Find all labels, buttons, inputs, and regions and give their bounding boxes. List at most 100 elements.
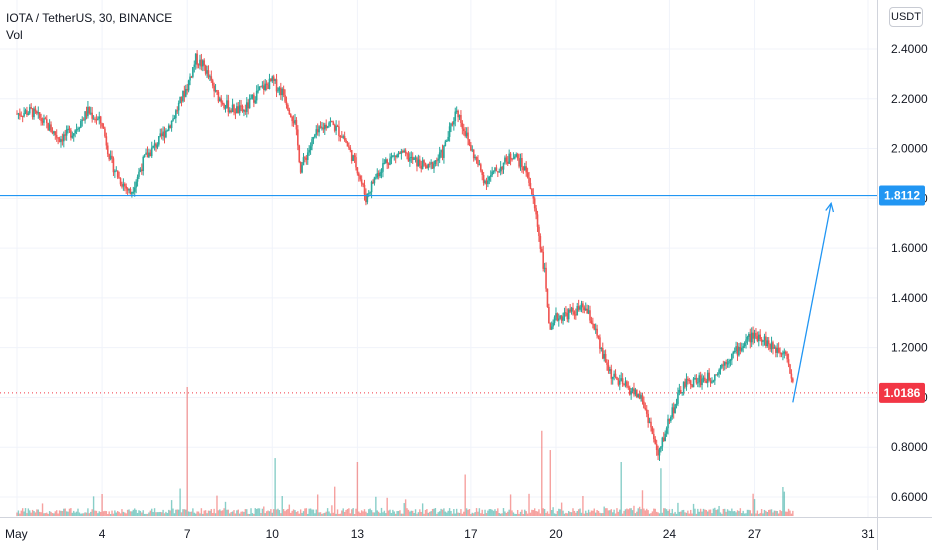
volume-bar (180, 512, 183, 516)
candle-body (485, 180, 488, 185)
volume-bar (65, 511, 68, 516)
candle-body (131, 191, 133, 195)
volume-bar (284, 511, 286, 516)
candle-body (498, 171, 501, 173)
drawing-overlays[interactable] (0, 194, 877, 403)
candle-body (166, 130, 169, 132)
volume-bar (129, 511, 132, 516)
volume-bar (453, 509, 455, 516)
volume-bar (786, 511, 788, 516)
volume-bar (30, 512, 32, 516)
candle-body (47, 122, 50, 131)
volume-bar (298, 513, 300, 516)
candle-body (211, 80, 214, 86)
candle-body (278, 87, 281, 91)
volume-bar (240, 511, 242, 516)
candle-body (609, 369, 611, 371)
candle-body (767, 340, 770, 345)
candle-body (167, 125, 170, 131)
candle-body (792, 378, 794, 382)
volume-bar (590, 510, 593, 516)
candle-body (667, 418, 669, 429)
volume-bar (532, 510, 534, 516)
candle-body (780, 352, 783, 355)
volume-bar (81, 513, 83, 516)
volume-bar (583, 513, 586, 516)
candle-body (332, 121, 335, 125)
candle-body (529, 182, 532, 189)
volume-bar (29, 510, 31, 516)
candle-body (362, 183, 364, 185)
forecast-arrow-line[interactable] (792, 203, 832, 403)
volume-bar (594, 512, 597, 516)
symbol-title[interactable]: IOTA / TetherUS, 30, BINANCE (6, 11, 173, 25)
candle-body (365, 194, 367, 203)
volume-bar (152, 512, 154, 516)
volume-bar (524, 509, 526, 516)
currency-unit-button[interactable]: USDT (889, 7, 923, 27)
candle-body (464, 131, 466, 137)
candle-body (270, 78, 272, 82)
candle-body (299, 162, 302, 173)
volume-bar (579, 508, 581, 516)
time-axis[interactable]: May 4 7 10 13 17 20 24 27 31 (0, 517, 932, 542)
candle-body (84, 111, 86, 121)
candle-body (699, 375, 702, 386)
candle-body (509, 153, 512, 160)
candle-body (739, 346, 742, 351)
volume-bar (675, 513, 678, 516)
volume-bar (122, 511, 125, 516)
volume-bar (212, 512, 214, 516)
volume-bar (162, 509, 164, 516)
candle-body (487, 180, 489, 185)
candle-body (416, 157, 418, 167)
volume-bar (308, 508, 310, 516)
volume-bar (765, 510, 767, 516)
candle-body (321, 127, 323, 129)
volume-bar (726, 509, 729, 516)
volume-indicator-label[interactable]: Vol (6, 28, 23, 42)
candle-body (359, 176, 362, 180)
volume-bar (321, 513, 323, 516)
candle-body (763, 336, 766, 341)
volume-bar (560, 502, 563, 516)
volume-bar (353, 513, 356, 516)
price-axis[interactable]: 2.40002.20002.00001.80001.60001.40001.20… (877, 0, 929, 550)
candle-body (409, 157, 411, 162)
volume-bar (711, 513, 713, 516)
candle-body (597, 335, 600, 338)
forecast-arrow-head[interactable] (825, 201, 835, 213)
candle-body (331, 121, 333, 123)
candle-body (322, 127, 325, 130)
volume-bar (433, 508, 435, 516)
volume-bar (664, 508, 666, 516)
volume-bar (392, 509, 394, 516)
candle-body (197, 64, 200, 66)
volume-bar (200, 508, 203, 516)
volume-bar (132, 509, 135, 516)
candle-body (682, 381, 685, 393)
candle-body (291, 116, 293, 122)
volume-bar (172, 508, 174, 516)
volume-bar (775, 510, 777, 516)
volume-bar (473, 513, 475, 516)
volume-bar (375, 496, 377, 516)
candle-body (304, 157, 306, 159)
volume-bar (647, 510, 649, 516)
candle-body (521, 158, 523, 168)
candle-body (43, 118, 45, 123)
candle-body (671, 407, 674, 417)
candle-body (31, 108, 34, 118)
candle-body (718, 369, 720, 374)
volume-bar (464, 474, 466, 516)
candle-body (560, 315, 563, 321)
candle-body (725, 362, 727, 364)
volume-bar (71, 512, 74, 516)
candle-body (685, 378, 688, 387)
volume-bar (135, 509, 137, 516)
candle-body (426, 165, 428, 169)
volume-bar (48, 511, 51, 516)
volume-bar (315, 509, 317, 516)
volume-bar (326, 508, 329, 516)
